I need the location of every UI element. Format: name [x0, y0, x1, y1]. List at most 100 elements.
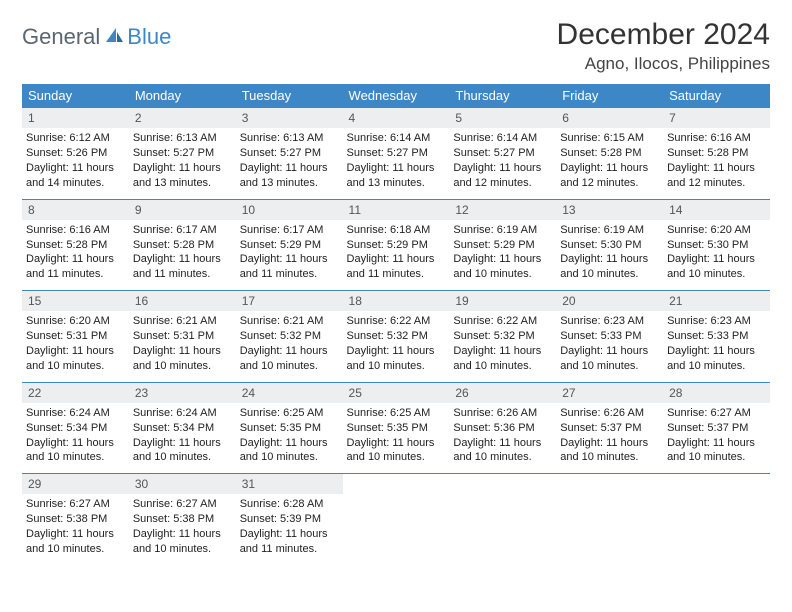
dayhdr-sun: Sunday: [22, 84, 129, 108]
day-cell: [343, 474, 450, 565]
day-cell: 28Sunrise: 6:27 AMSunset: 5:37 PMDayligh…: [663, 382, 770, 474]
sunrise-text: Sunrise: 6:12 AM: [26, 131, 125, 146]
day-cell: 8Sunrise: 6:16 AMSunset: 5:28 PMDaylight…: [22, 199, 129, 291]
sunrise-text: Sunrise: 6:23 AM: [667, 314, 766, 329]
daylight-text: Daylight: 11 hours and 10 minutes.: [453, 252, 552, 282]
sunrise-text: Sunrise: 6:26 AM: [560, 406, 659, 421]
day-cell: 13Sunrise: 6:19 AMSunset: 5:30 PMDayligh…: [556, 199, 663, 291]
dayhdr-tue: Tuesday: [236, 84, 343, 108]
sunrise-text: Sunrise: 6:21 AM: [133, 314, 232, 329]
day-cell: 15Sunrise: 6:20 AMSunset: 5:31 PMDayligh…: [22, 291, 129, 383]
sunrise-text: Sunrise: 6:25 AM: [240, 406, 339, 421]
week-row: 29Sunrise: 6:27 AMSunset: 5:38 PMDayligh…: [22, 474, 770, 565]
sunset-text: Sunset: 5:29 PM: [240, 238, 339, 253]
logo-sail-icon: [104, 26, 124, 49]
daylight-text: Daylight: 11 hours and 13 minutes.: [133, 161, 232, 191]
sunrise-text: Sunrise: 6:18 AM: [347, 223, 446, 238]
dayhdr-thu: Thursday: [449, 84, 556, 108]
sunrise-text: Sunrise: 6:14 AM: [347, 131, 446, 146]
day-cell: 26 Sunrise: 6:26 AMSunset: 5:36 PMDayligh…: [449, 382, 556, 474]
day-number: 13: [556, 200, 663, 220]
daylight-text: Daylight: 11 hours and 10 minutes.: [560, 252, 659, 282]
sunset-text: Sunset: 5:29 PM: [347, 238, 446, 253]
sunrise-text: Sunrise: 6:19 AM: [453, 223, 552, 238]
week-row: 15Sunrise: 6:20 AMSunset: 5:31 PMDayligh…: [22, 291, 770, 383]
sunrise-text: Sunrise: 6:15 AM: [560, 131, 659, 146]
week-row: 1Sunrise: 6:12 AMSunset: 5:26 PMDaylight…: [22, 108, 770, 200]
day-cell: 10Sunrise: 6:17 AMSunset: 5:29 PMDayligh…: [236, 199, 343, 291]
sunset-text: Sunset: 5:37 PM: [560, 421, 659, 436]
sunrise-text: Sunrise: 6:17 AM: [133, 223, 232, 238]
day-cell: 22Sunrise: 6:24 AMSunset: 5:34 PMDayligh…: [22, 382, 129, 474]
day-number: 31: [236, 474, 343, 494]
day-cell: 5Sunrise: 6:14 AMSunset: 5:27 PMDaylight…: [449, 108, 556, 200]
day-number: 14: [663, 200, 770, 220]
day-cell: 11 Sunrise: 6:18 AMSunset: 5:29 PMDayligh…: [343, 199, 450, 291]
day-cell: 3Sunrise: 6:13 AMSunset: 5:27 PMDaylight…: [236, 108, 343, 200]
sunset-text: Sunset: 5:36 PM: [453, 421, 552, 436]
week-row: 8Sunrise: 6:16 AMSunset: 5:28 PMDaylight…: [22, 199, 770, 291]
sunrise-text: Sunrise: 6:20 AM: [26, 314, 125, 329]
day-cell: 30Sunrise: 6:27 AMSunset: 5:38 PMDayligh…: [129, 474, 236, 565]
sunrise-text: Sunrise: 6:25 AM: [347, 406, 446, 421]
day-number: 22: [22, 383, 129, 403]
sunset-text: Sunset: 5:28 PM: [26, 238, 125, 253]
daylight-text: Daylight: 11 hours and 10 minutes.: [240, 436, 339, 466]
daylight-text: Daylight: 11 hours and 10 minutes.: [453, 436, 552, 466]
sunset-text: Sunset: 5:28 PM: [133, 238, 232, 253]
week-row: 22Sunrise: 6:24 AMSunset: 5:34 PMDayligh…: [22, 382, 770, 474]
sunset-text: Sunset: 5:27 PM: [347, 146, 446, 161]
dayhdr-fri: Friday: [556, 84, 663, 108]
daylight-text: Daylight: 11 hours and 10 minutes.: [26, 527, 125, 557]
day-cell: 24 Sunrise: 6:25 AMSunset: 5:35 PMDayligh…: [236, 382, 343, 474]
daylight-text: Daylight: 11 hours and 11 minutes.: [347, 252, 446, 282]
daylight-text: Daylight: 11 hours and 10 minutes.: [133, 436, 232, 466]
daylight-text: Daylight: 11 hours and 11 minutes.: [240, 527, 339, 557]
daylight-text: Daylight: 11 hours and 10 minutes.: [347, 436, 446, 466]
day-number: 12: [449, 200, 556, 220]
sunset-text: Sunset: 5:38 PM: [133, 512, 232, 527]
sunset-text: Sunset: 5:39 PM: [240, 512, 339, 527]
day-cell: 18Sunrise: 6:22 AMSunset: 5:32 PMDayligh…: [343, 291, 450, 383]
sunset-text: Sunset: 5:30 PM: [560, 238, 659, 253]
sunset-text: Sunset: 5:35 PM: [240, 421, 339, 436]
daylight-text: Daylight: 11 hours and 13 minutes.: [240, 161, 339, 191]
day-cell: 25Sunrise: 6:25 AMSunset: 5:35 PMDayligh…: [343, 382, 450, 474]
day-cell: 21Sunrise: 6:23 AMSunset: 5:33 PMDayligh…: [663, 291, 770, 383]
sunset-text: Sunset: 5:28 PM: [667, 146, 766, 161]
sunset-text: Sunset: 5:37 PM: [667, 421, 766, 436]
sunrise-text: Sunrise: 6:26 AM: [453, 406, 552, 421]
dayhdr-mon: Monday: [129, 84, 236, 108]
day-number: 25: [343, 383, 450, 403]
day-cell: [556, 474, 663, 565]
calendar-table: Sunday Monday Tuesday Wednesday Thursday…: [22, 84, 770, 565]
daylight-text: Daylight: 11 hours and 11 minutes.: [133, 252, 232, 282]
day-number: 4: [343, 108, 450, 128]
day-number: 3: [236, 108, 343, 128]
day-number: 11: [343, 200, 450, 220]
daylight-text: Daylight: 11 hours and 10 minutes.: [26, 436, 125, 466]
daylight-text: Daylight: 11 hours and 10 minutes.: [133, 527, 232, 557]
day-number: 30: [129, 474, 236, 494]
day-number: 17: [236, 291, 343, 311]
day-header-row: Sunday Monday Tuesday Wednesday Thursday…: [22, 84, 770, 108]
daylight-text: Daylight: 11 hours and 10 minutes.: [667, 344, 766, 374]
location-subtitle: Agno, Ilocos, Philippines: [557, 54, 770, 74]
sunset-text: Sunset: 5:30 PM: [667, 238, 766, 253]
day-cell: 20Sunrise: 6:23 AMSunset: 5:33 PMDayligh…: [556, 291, 663, 383]
day-number: 7: [663, 108, 770, 128]
sunset-text: Sunset: 5:32 PM: [453, 329, 552, 344]
sunset-text: Sunset: 5:33 PM: [667, 329, 766, 344]
day-cell: 6Sunrise: 6:15 AMSunset: 5:28 PMDaylight…: [556, 108, 663, 200]
day-number: 26: [449, 383, 556, 403]
sunset-text: Sunset: 5:26 PM: [26, 146, 125, 161]
day-cell: 7Sunrise: 6:16 AMSunset: 5:28 PMDaylight…: [663, 108, 770, 200]
sunrise-text: Sunrise: 6:27 AM: [26, 497, 125, 512]
sunrise-text: Sunrise: 6:13 AM: [240, 131, 339, 146]
sunrise-text: Sunrise: 6:28 AM: [240, 497, 339, 512]
day-cell: [449, 474, 556, 565]
day-number: 24: [236, 383, 343, 403]
day-cell: 2Sunrise: 6:13 AMSunset: 5:27 PMDaylight…: [129, 108, 236, 200]
sunrise-text: Sunrise: 6:24 AM: [133, 406, 232, 421]
sunset-text: Sunset: 5:27 PM: [133, 146, 232, 161]
